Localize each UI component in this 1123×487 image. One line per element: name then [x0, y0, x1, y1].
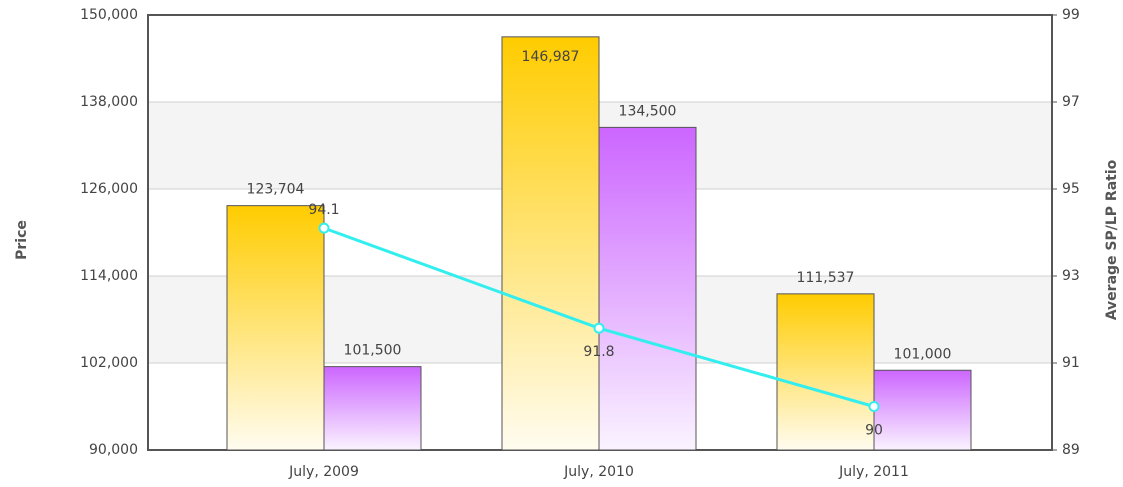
bar-value-label: 146,987 — [522, 49, 580, 65]
x-tick-label: July, 2011 — [838, 464, 909, 480]
y-tick-label: 102,000 — [80, 355, 138, 371]
y-tick-label: 150,000 — [80, 7, 138, 23]
y2-tick-label: 91 — [1062, 355, 1080, 371]
y-tick-label: 90,000 — [89, 442, 138, 458]
y2-tick-label: 89 — [1062, 442, 1080, 458]
bar-value-label: 134,500 — [619, 103, 677, 119]
y2-tick-label: 99 — [1062, 7, 1080, 23]
line-value-label: 94.1 — [308, 202, 339, 218]
y2-tick-label: 95 — [1062, 181, 1080, 197]
y-tick-label: 114,000 — [80, 268, 138, 284]
bar — [598, 126, 697, 451]
bar — [873, 369, 972, 451]
bar — [226, 205, 325, 451]
bar — [323, 366, 422, 451]
y2-axis-title: Average SP/LP Ratio — [1104, 159, 1120, 320]
line-point — [593, 322, 605, 334]
y2-tick-label: 97 — [1062, 94, 1080, 110]
x-tick-label: July, 2009 — [288, 464, 359, 480]
line-point — [318, 222, 330, 234]
bar-value-label: 101,500 — [344, 343, 402, 359]
bar — [501, 36, 600, 451]
line-point — [868, 401, 880, 412]
y-tick-label: 138,000 — [80, 94, 138, 110]
line-value-label: 91.8 — [583, 344, 614, 360]
bar — [776, 293, 875, 451]
y-axis-title: Price — [14, 220, 30, 260]
x-tick-label: July, 2010 — [563, 464, 634, 480]
y-tick-label: 126,000 — [80, 181, 138, 197]
bar-value-label: 101,000 — [894, 346, 952, 362]
line-value-label: 90 — [865, 423, 883, 439]
y2-tick-label: 93 — [1062, 268, 1080, 284]
bar-value-label: 111,537 — [797, 270, 855, 286]
bar-value-label: 123,704 — [247, 182, 305, 198]
